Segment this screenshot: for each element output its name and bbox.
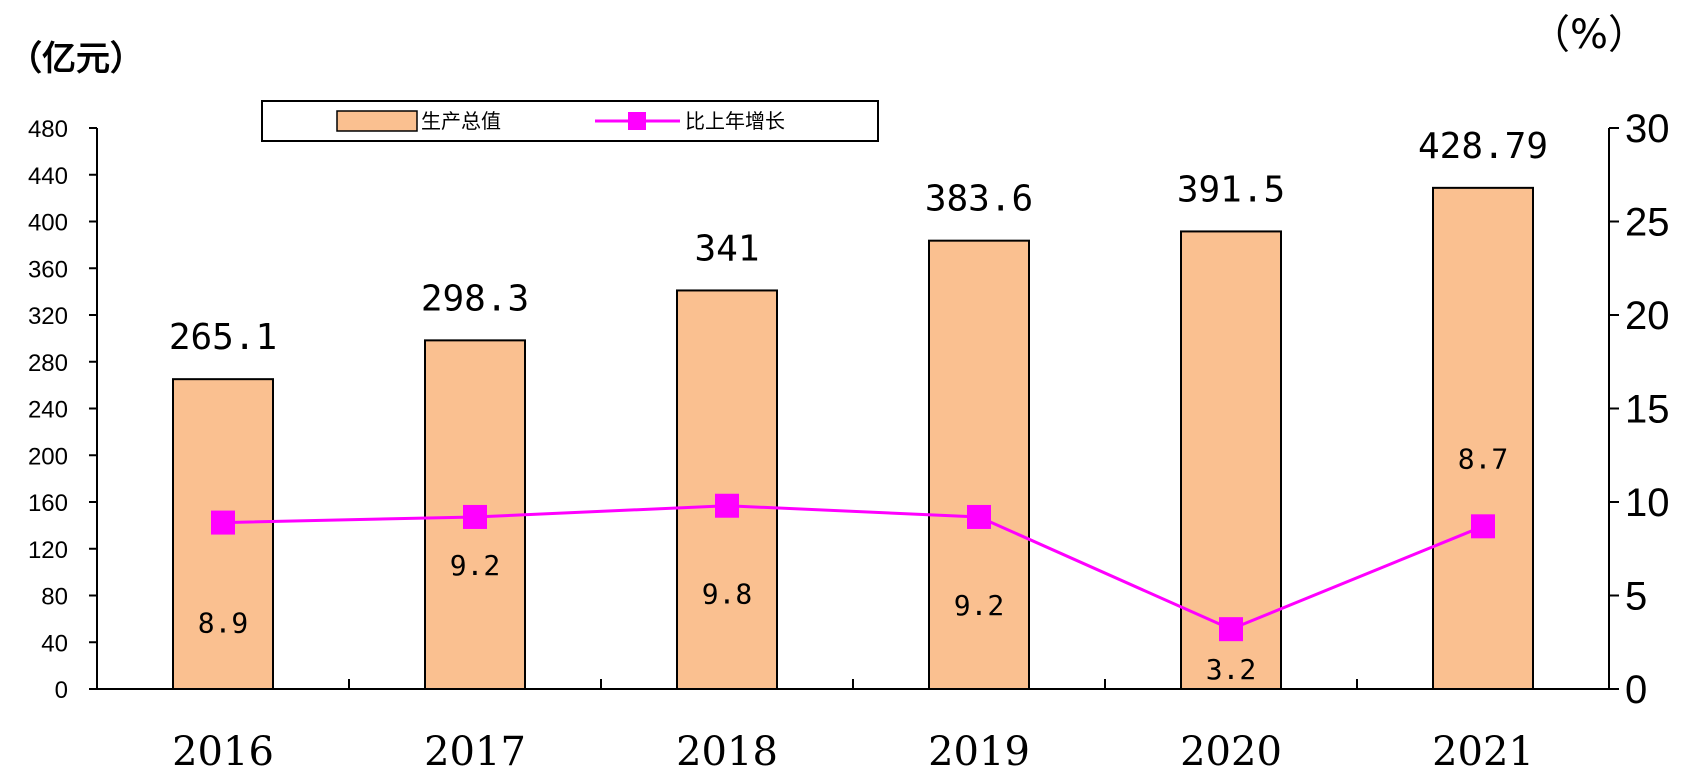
left-axis-ticks: 0 40 80 120 160 200 240 280 320 360 400 440 480 [28,116,97,704]
growth-line [222,504,1484,631]
line-value-labels: 8.9 9.2 9.8 9.2 3.2 8.7 [198,442,1509,686]
left-tick-label: 0 [55,677,68,704]
right-tick-label: 25 [1625,201,1670,245]
right-tick-label: 30 [1625,107,1670,151]
left-tick-label: 80 [41,584,68,611]
left-tick-label: 480 [28,116,68,143]
left-tick-label: 360 [28,256,68,283]
growth-marker [715,493,739,518]
growth-marker [967,504,991,529]
bar [676,289,778,690]
x-tick-label: 2021 [1432,729,1534,775]
x-tick-label: 2019 [928,729,1030,775]
bar-value-label: 265.1 [169,317,277,358]
growth-marker [1219,617,1243,642]
left-tick-label: 40 [41,630,68,657]
x-axis-ticks: 2016 2017 2018 2019 2020 2021 [172,679,1534,775]
right-tick-label: 5 [1625,575,1647,619]
right-tick-label: 10 [1625,481,1670,525]
left-tick-label: 400 [28,210,68,237]
growth-marker [463,504,487,529]
growth-value-label: 8.9 [198,607,249,640]
axes [96,128,1610,690]
right-axis-unit: （%） [1530,12,1648,58]
line-series [211,493,1495,642]
legend-line-marker [628,112,646,130]
growth-value-label: 3.2 [1206,653,1257,686]
legend: 生产总值 比上年增长 [261,100,879,142]
left-tick-label: 280 [28,350,68,377]
left-tick-label: 320 [28,303,68,330]
bar-value-labels: 265.1 298.3 341 383.6 391.5 428.79 [169,126,1548,358]
growth-value-label: 9.8 [702,578,753,611]
legend-bar-label: 生产总值 [421,109,501,133]
right-axis-ticks: 0 5 10 15 20 25 30 [1609,107,1670,712]
legend-line-label: 比上年增长 [685,109,785,133]
left-axis-unit: （亿元） [8,39,144,79]
bar [1432,186,1534,690]
bar-value-label: 341 [694,228,759,269]
left-tick-label: 120 [28,537,68,564]
x-tick-label: 2020 [1180,729,1282,775]
x-tick-label: 2018 [676,729,778,775]
growth-value-label: 9.2 [954,589,1005,622]
growth-value-label: 8.7 [1458,442,1509,475]
x-tick-label: 2016 [172,729,274,775]
left-tick-label: 440 [28,163,68,190]
legend-bar-swatch [336,110,418,132]
bar-value-label: 383.6 [925,179,1033,220]
right-tick-label: 0 [1625,668,1647,712]
bar-value-label: 298.3 [421,278,529,319]
x-tick-label: 2017 [424,729,526,775]
left-tick-label: 200 [28,443,68,470]
right-tick-label: 15 [1625,388,1670,432]
growth-marker [1471,514,1495,539]
growth-value-label: 9.2 [450,549,501,582]
bar-series [172,186,1534,690]
bar-value-label: 391.5 [1177,169,1285,210]
growth-marker [211,510,235,535]
left-tick-label: 240 [28,397,68,424]
right-tick-label: 20 [1625,294,1670,338]
bar-value-label: 428.79 [1418,126,1548,167]
left-tick-label: 160 [28,490,68,517]
